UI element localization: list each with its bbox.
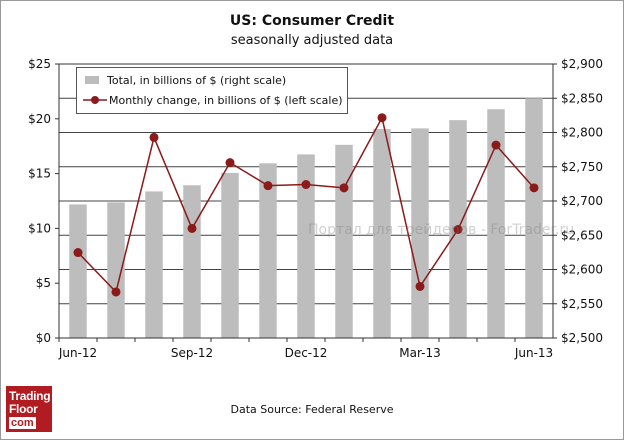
legend-item-total: Total, in billions of $ (right scale) [85,71,286,89]
line-point-monthly [415,281,425,291]
line-point-monthly [187,223,197,233]
legend: Total, in billions of $ (right scale) Mo… [76,67,348,114]
tradingfloor-logo: Trading Floor com [6,386,52,432]
right-tick-label: $2,750 [561,160,603,174]
x-tick-label: Sep-12 [171,346,213,360]
left-tick-label: $5 [36,276,51,290]
line-point-monthly [73,248,83,258]
chart-subtitle: seasonally adjusted data [230,33,394,48]
legend-label-total: Total, in billions of $ (right scale) [107,73,287,87]
bar-total [487,109,505,339]
right-tick-label: $2,900 [561,57,603,71]
total-bars [69,98,543,339]
logo-text-line2: Floor [9,402,38,416]
line-point-monthly [529,183,539,193]
right-tick-label: $2,700 [561,194,603,208]
left-tick-label: $25 [28,57,51,71]
right-tick-label: $2,850 [561,91,603,105]
line-point-monthly [453,224,463,234]
bar-total [183,185,201,338]
bar-total [221,172,239,338]
left-tick-label: $20 [28,112,51,126]
line-marker-swatch-icon [83,93,107,107]
bar-total [297,154,315,338]
logo-text-line1: Trading [9,389,51,403]
bar-total [107,202,125,338]
x-tick-label: Dec-12 [285,346,328,360]
line-point-monthly [225,158,235,168]
x-tick-label: Jun-13 [514,346,553,360]
line-point-monthly [339,183,349,193]
right-tick-label: $2,550 [561,297,603,311]
logo-text-line3: com [9,417,36,429]
bar-total [525,98,543,338]
line-point-monthly [263,181,273,191]
right-tick-label: $2,500 [561,331,603,345]
line-point-monthly [491,140,501,150]
bar-total [145,191,163,338]
line-point-monthly [111,287,121,297]
data-source: Data Source: Federal Reserve [230,403,394,416]
line-point-monthly [149,132,159,142]
left-tick-label: $0 [36,331,51,345]
bar-total [259,163,277,338]
axes: $0 $5 $10 $15 $20 $25 $2,500 $2,550 $2,600 $2,650… [28,57,603,360]
right-tick-label: $2,800 [561,126,603,140]
left-tick-label: $10 [28,221,51,235]
bar-swatch-icon [85,76,99,84]
right-tick-label: $2,650 [561,228,603,242]
bar-total [69,204,87,338]
bar-total [373,129,391,338]
line-point-monthly [301,180,311,190]
chart-title: US: Consumer Credit [229,13,395,29]
x-tick-label: Jun-12 [58,346,97,360]
watermark: Портал для трейдеров - ForTrader.ru [308,222,575,238]
legend-label-monthly: Monthly change, in billions of $ (left s… [109,93,343,107]
right-tick-label: $2,600 [561,263,603,277]
bar-total [335,144,353,338]
x-tick-label: Mar-13 [399,346,440,360]
line-point-monthly [377,113,387,123]
legend-item-monthly: Monthly change, in billions of $ (left s… [83,91,343,109]
left-tick-label: $15 [28,167,51,181]
monthly-change-line [73,113,539,297]
